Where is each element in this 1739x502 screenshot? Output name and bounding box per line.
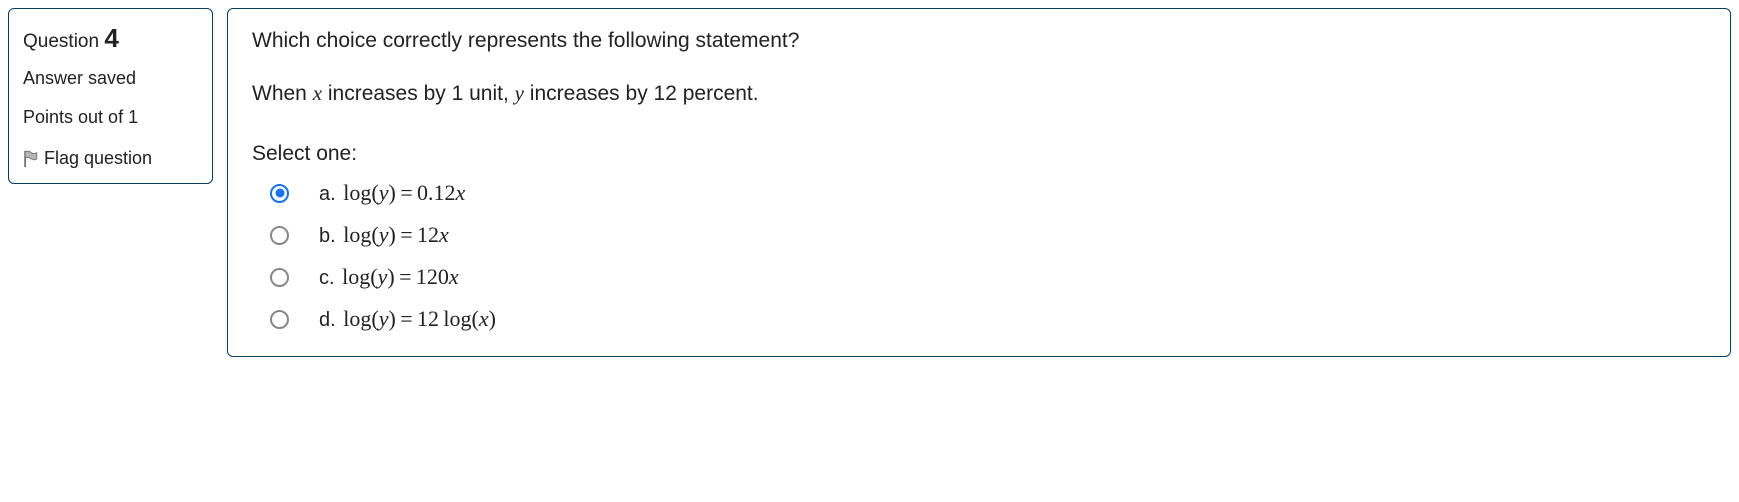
option-text: a. log(y) = 0.12x: [319, 180, 465, 206]
option-radio-d[interactable]: [270, 310, 289, 329]
flag-icon: [23, 150, 38, 168]
question-statement: When x increases by 1 unit, y increases …: [252, 81, 1706, 106]
question-number-row: Question 4: [23, 23, 198, 54]
question-info-panel: Question 4 Answer saved Points out of 1 …: [8, 8, 213, 184]
question-content-panel: Which choice correctly represents the fo…: [227, 8, 1731, 357]
option-radio-a[interactable]: [270, 184, 289, 203]
option-letter: c.: [319, 267, 340, 289]
options-list: a. log(y) = 0.12xb. log(y) = 12xc. log(y…: [252, 180, 1706, 332]
points-label: Points out of 1: [23, 107, 198, 128]
question-label: Question: [23, 31, 99, 52]
option-row: d. log(y) = 12 log(x): [270, 306, 1706, 332]
select-one-label: Select one:: [252, 142, 1706, 166]
option-formula: log(y) = 0.12x: [343, 180, 465, 205]
option-text: d. log(y) = 12 log(x): [319, 306, 496, 332]
variable-y: y: [515, 81, 524, 105]
answer-status: Answer saved: [23, 68, 198, 89]
statement-suffix: increases by 12 percent.: [524, 82, 759, 105]
flag-question-label: Flag question: [44, 148, 152, 169]
option-letter: d.: [319, 309, 341, 331]
flag-question-link[interactable]: Flag question: [23, 148, 198, 169]
option-formula: log(y) = 12 log(x): [343, 306, 496, 331]
option-row: a. log(y) = 0.12x: [270, 180, 1706, 206]
option-text: b. log(y) = 12x: [319, 222, 449, 248]
option-row: c. log(y) = 120x: [270, 264, 1706, 290]
option-letter: b.: [319, 225, 341, 247]
option-radio-c[interactable]: [270, 268, 289, 287]
question-number: 4: [104, 23, 118, 53]
option-text: c. log(y) = 120x: [319, 264, 459, 290]
option-formula: log(y) = 12x: [343, 222, 449, 247]
question-prompt: Which choice correctly represents the fo…: [252, 29, 1706, 53]
quiz-container: Question 4 Answer saved Points out of 1 …: [8, 8, 1731, 357]
variable-x: x: [313, 81, 322, 105]
option-row: b. log(y) = 12x: [270, 222, 1706, 248]
option-formula: log(y) = 120x: [342, 264, 459, 289]
statement-prefix: When: [252, 82, 313, 105]
option-radio-b[interactable]: [270, 226, 289, 245]
option-letter: a.: [319, 183, 341, 205]
statement-mid: increases by 1 unit,: [322, 82, 515, 105]
